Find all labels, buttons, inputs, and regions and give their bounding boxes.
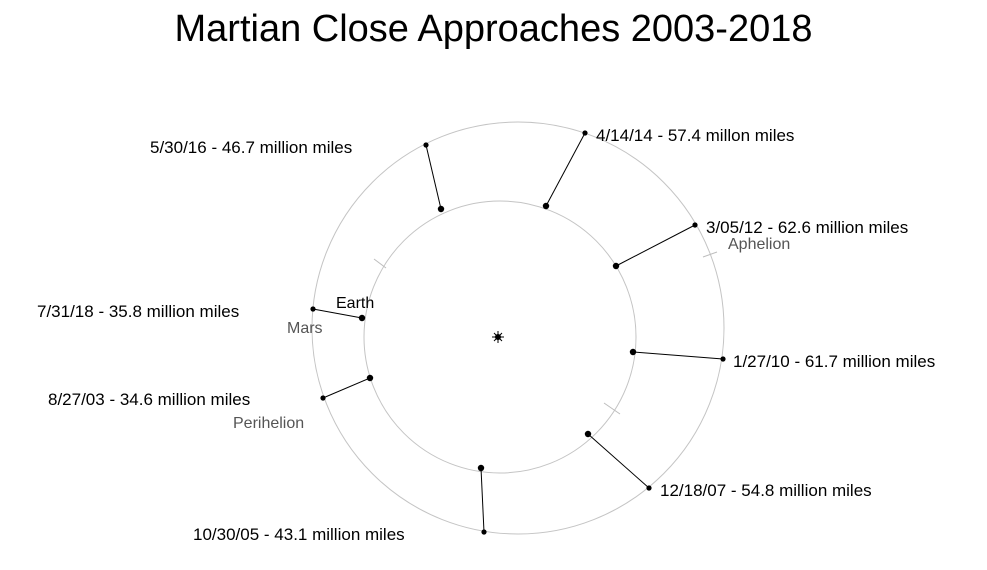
- approach-label: 3/05/12 - 62.6 million miles: [706, 218, 908, 237]
- mars-position-point: [720, 356, 726, 362]
- approach-label: 10/30/05 - 43.1 million miles: [193, 525, 405, 544]
- earth-position-point: [542, 202, 550, 210]
- approach-2014: 4/14/14 - 57.4 millon miles: [542, 126, 794, 210]
- mars-orbit-label: Mars: [287, 320, 323, 337]
- mars-position-point: [481, 529, 487, 535]
- earth-orbit-label: Earth: [336, 295, 374, 312]
- earth-position-point: [584, 430, 592, 438]
- earth-position-point: [612, 262, 620, 270]
- approach-2005: 10/30/05 - 43.1 million miles: [193, 464, 487, 544]
- approach-2003: 8/27/03 - 34.6 million miles: [48, 374, 374, 409]
- perihelion-tick-upper: [373, 258, 387, 269]
- approach-2018: 7/31/18 - 35.8 million miles: [37, 302, 366, 322]
- approach-label: 12/18/07 - 54.8 million miles: [660, 481, 872, 500]
- earth-position-point: [629, 348, 637, 356]
- mars-position-point: [320, 395, 326, 401]
- mars-position-point: [582, 130, 588, 136]
- aphelion-tick: [702, 251, 718, 258]
- perihelion-label: Perihelion: [233, 415, 304, 432]
- mars-position-point: [646, 485, 652, 491]
- mars-orbit: [311, 121, 725, 535]
- approach-label: 1/27/10 - 61.7 million miles: [733, 352, 935, 371]
- approach-2012: 3/05/12 - 62.6 million miles: [612, 218, 908, 270]
- diagram-title: Martian Close Approaches 2003-2018: [174, 8, 813, 50]
- aphelion-label: Aphelion: [728, 236, 790, 253]
- approach-label: 7/31/18 - 35.8 million miles: [37, 302, 239, 321]
- approach-label: 5/30/16 - 46.7 million miles: [150, 138, 352, 157]
- earth-position-point: [477, 464, 485, 472]
- earth-position-point: [366, 374, 374, 382]
- mars-position-point: [692, 222, 698, 228]
- approach-2007: 12/18/07 - 54.8 million miles: [584, 430, 872, 500]
- earth-orbit: [363, 200, 637, 474]
- sun-icon: [492, 331, 504, 343]
- perihelion-tick-lower: [603, 402, 621, 415]
- mars-position-point: [310, 306, 316, 312]
- approach-2010: 1/27/10 - 61.7 million miles: [629, 348, 935, 371]
- mars-position-point: [423, 142, 429, 148]
- approach-label: 4/14/14 - 57.4 millon miles: [596, 126, 794, 145]
- approach-2016: 5/30/16 - 46.7 million miles: [150, 138, 445, 213]
- earth-position-point: [358, 314, 366, 322]
- earth-position-point: [437, 205, 445, 213]
- approach-label: 8/27/03 - 34.6 million miles: [48, 390, 250, 409]
